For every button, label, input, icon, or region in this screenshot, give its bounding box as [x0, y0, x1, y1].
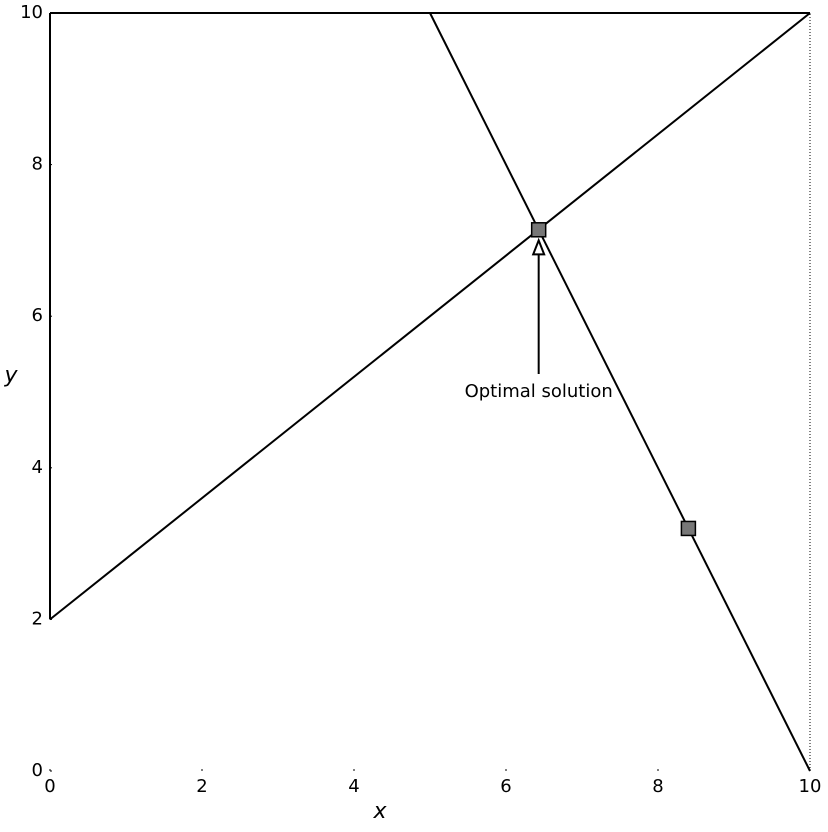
- x-tick-label: 8: [652, 776, 663, 797]
- x-axis-title: x: [372, 799, 387, 824]
- tick-layer: 0 2 4 6 8 10 0 2 4 6 8 10: [20, 2, 821, 797]
- y-tick-label: 0: [32, 760, 43, 781]
- series-layer: [49, 12, 811, 772]
- y-tick-label: 4: [32, 457, 43, 478]
- data-point-1: [680, 520, 697, 537]
- series-line-constraint-steep: [429, 12, 811, 772]
- point-layer: [530, 222, 697, 537]
- x-tick-label: 4: [348, 776, 359, 797]
- y-tick-label: 10: [20, 2, 43, 23]
- annotation-layer: Optimal solution: [465, 237, 613, 402]
- annotation-arrow-head: [531, 237, 546, 256]
- x-tick-label: 10: [799, 776, 822, 797]
- x-tick-label: 2: [196, 776, 207, 797]
- y-axis-title: y: [3, 363, 18, 388]
- y-tick-label: 8: [32, 154, 43, 175]
- annotation-label: Optimal solution: [465, 381, 613, 402]
- series-line-constraint-diagonal: [49, 12, 811, 621]
- y-tick-label: 6: [32, 305, 43, 326]
- data-point-0: [530, 222, 547, 238]
- y-tick-label: 2: [32, 608, 43, 629]
- x-tick-label: 0: [44, 776, 55, 797]
- x-tick-label: 6: [500, 776, 511, 797]
